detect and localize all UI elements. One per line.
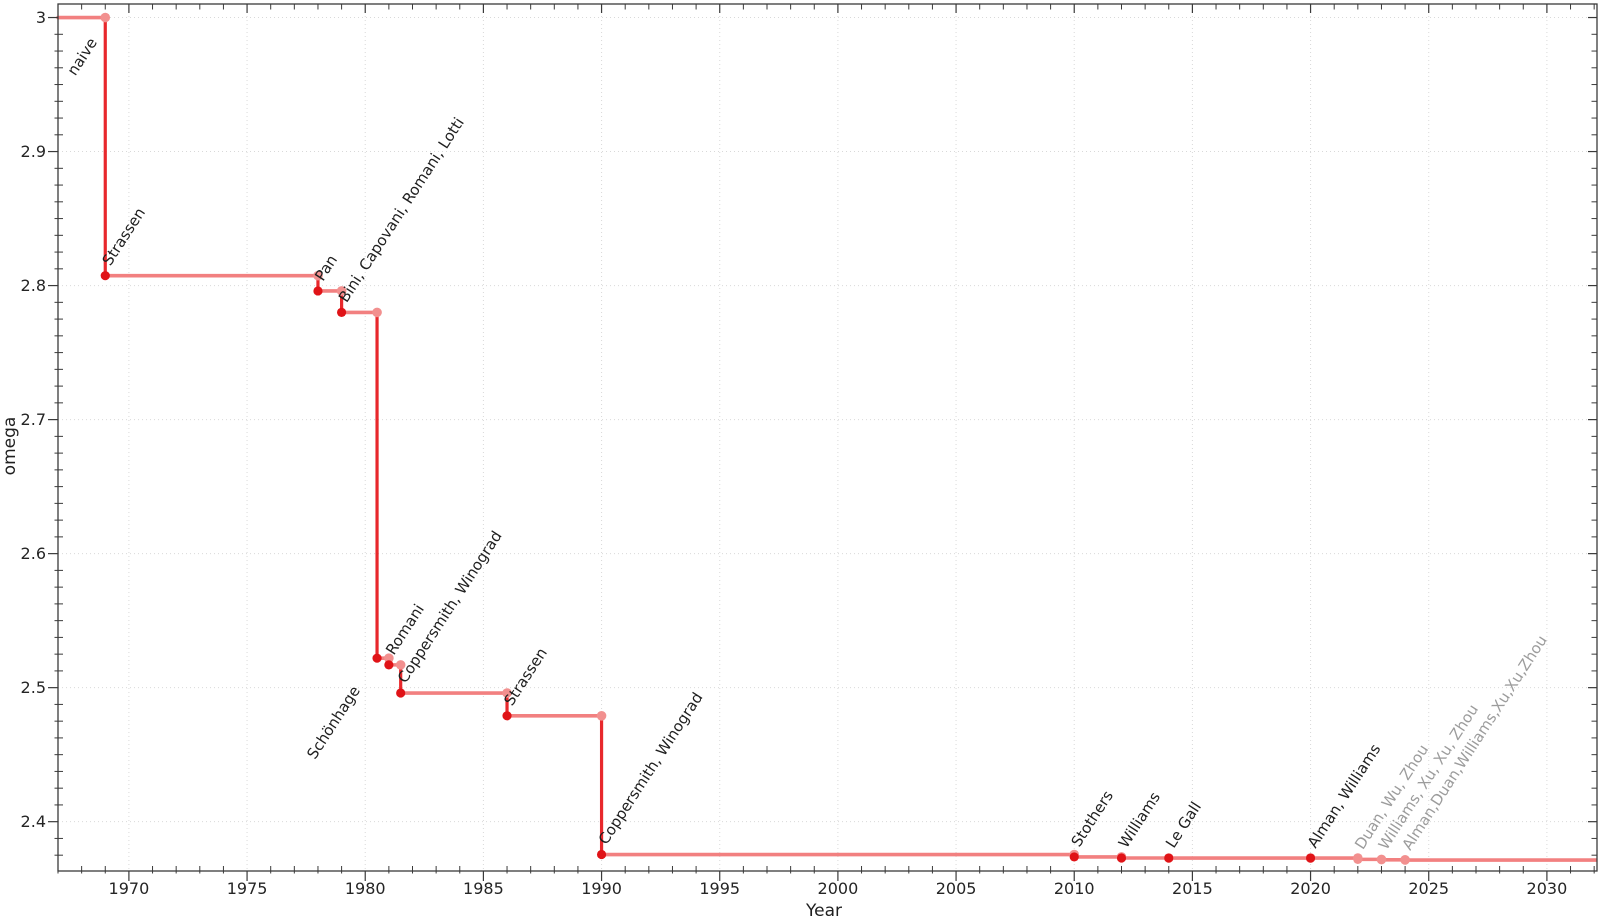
corner-dot (372, 307, 382, 318)
annotation-sch-nhage: Schönhage (303, 683, 364, 763)
x-tick-label: 2020 (1290, 879, 1331, 898)
data-points (100, 12, 1410, 865)
annotation-williams: Williams (1115, 789, 1164, 852)
x-tick-label: 1995 (699, 879, 740, 898)
corner-dot (596, 711, 607, 721)
corner-dot (384, 653, 394, 663)
annotation-bini-capovani-romani-lotti: Bini, Capovani, Romani, Lotti (335, 114, 468, 305)
annotation-le-gall: Le Gall (1162, 798, 1205, 851)
x-tick-label: 2010 (1054, 879, 1095, 898)
point-dot-williams-xu-xu-zhou (1376, 855, 1387, 865)
point-dot-strassen (502, 711, 512, 721)
point-dot-pan (313, 286, 323, 296)
point-dot-sch-nhage (372, 653, 382, 663)
annotation-coppersmith-winograd: Coppersmith, Winograd (595, 689, 707, 848)
y-tick-label: 2.9 (21, 142, 46, 161)
point-dot-coppersmith-winograd (596, 849, 607, 860)
point-dot-alman-williams (1305, 853, 1316, 863)
y-tick-label: 2.5 (21, 678, 46, 697)
annotation-alman-duan-williams-xu-xu-zhou: Alman,Duan,Williams,Xu,Xu,Zhou (1398, 632, 1550, 853)
x-tick-label: 1985 (463, 879, 504, 898)
y-tick-label: 2.7 (21, 410, 46, 429)
x-tick-label: 1970 (109, 879, 150, 898)
axis-ticks (48, 4, 1597, 881)
point-dot-duan-wu-zhou (1353, 854, 1363, 864)
corner-dot (395, 660, 406, 670)
plot-frame (57, 3, 1598, 872)
y-tick-label: 3 (36, 8, 46, 27)
y-tick-label: 2.4 (21, 812, 46, 831)
annotation-strassen: Strassen (500, 645, 551, 709)
y-axis-title: omega (0, 417, 20, 476)
point-dot-le-gall (1164, 853, 1174, 863)
corner-dot (336, 286, 347, 296)
corner-dot (313, 270, 323, 281)
x-tick-label: 2000 (818, 879, 859, 898)
x-tick-label: 2030 (1527, 879, 1568, 898)
x-tick-label: 2025 (1408, 879, 1449, 898)
point-dot-strassen (100, 271, 110, 281)
x-tick-label: 2015 (1172, 879, 1213, 898)
point-dot-stothers (1069, 852, 1079, 862)
x-tick-label: 1980 (345, 879, 386, 898)
point-dot-bini-capovani-romani-lotti (336, 307, 347, 317)
corner-dot (502, 688, 512, 698)
omega-step-line (56, 15, 1597, 862)
y-tick-label: 2.6 (21, 544, 46, 563)
x-tick-label: 1990 (581, 879, 622, 898)
x-tick-label: 2005 (936, 879, 977, 898)
tick-labels: 1970 1975 1980 1985 1990 1995 2000 2005 2010 2015… (21, 8, 1568, 898)
gridlines (58, 4, 1597, 871)
corner-dot (100, 12, 111, 23)
annotation-naive: naive (64, 35, 101, 79)
point-dot-williams (1116, 853, 1127, 863)
y-tick-label: 2.8 (21, 276, 46, 295)
point-dot-alman-duan-williams-xu-xu-zhou (1400, 855, 1410, 865)
point-dot-romani (384, 660, 394, 670)
annotation-stothers: Stothers (1067, 787, 1117, 850)
x-axis-title: Year (805, 901, 842, 920)
x-tick-label: 1975 (227, 879, 268, 898)
point-dot-coppersmith-winograd (396, 688, 406, 698)
